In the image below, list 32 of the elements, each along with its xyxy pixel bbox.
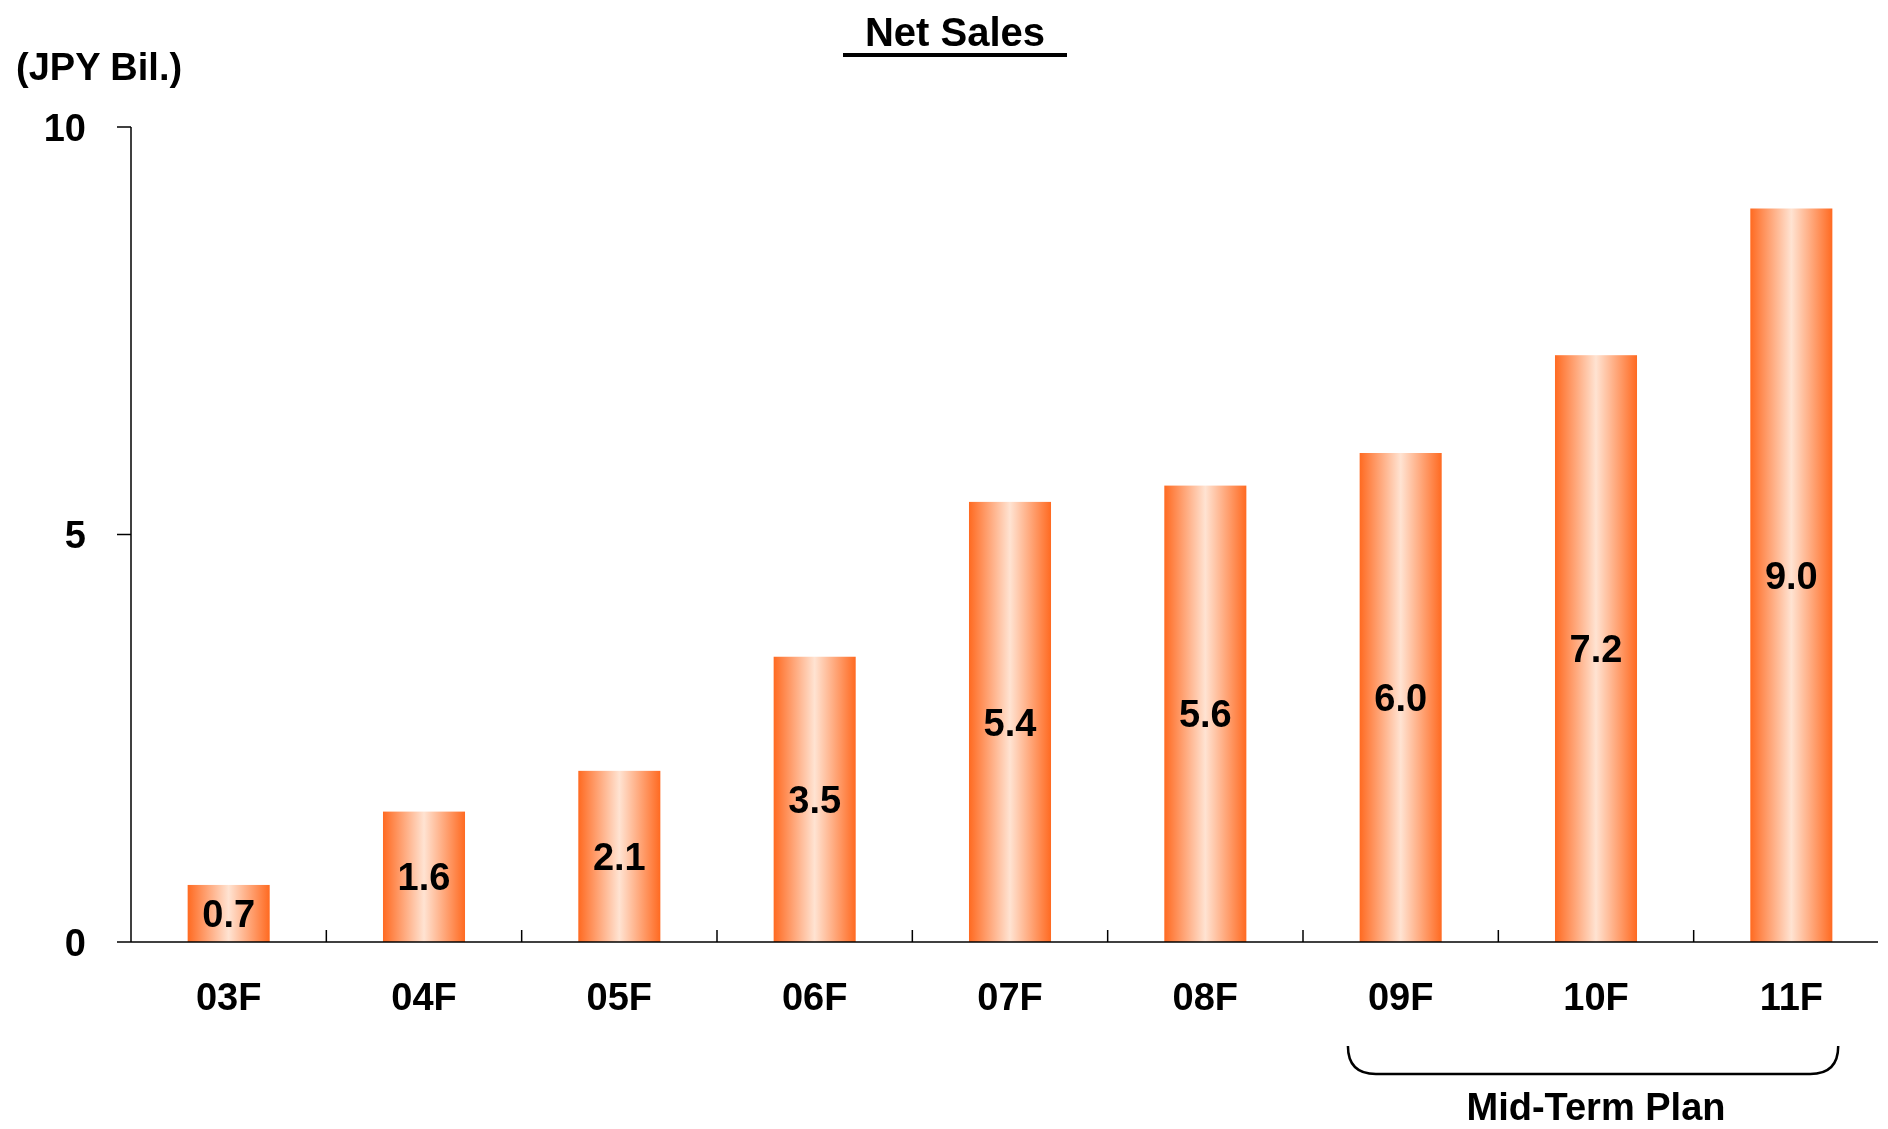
chart-title: Net Sales bbox=[864, 10, 1046, 54]
x-tick-label: 07F bbox=[977, 976, 1043, 1018]
x-tick-label: 06F bbox=[781, 976, 848, 1018]
data-label: 1.6 bbox=[397, 856, 451, 899]
bar bbox=[1164, 485, 1247, 942]
data-label: 5.4 bbox=[983, 701, 1037, 744]
x-tick-label: 03F bbox=[195, 976, 262, 1018]
data-label: 0.7 bbox=[202, 893, 256, 936]
x-tick-label: 08F bbox=[1172, 976, 1239, 1018]
bar bbox=[382, 811, 466, 942]
x-tick-label: 04F bbox=[391, 976, 457, 1018]
data-label: 2.1 bbox=[592, 836, 646, 879]
y-tick-label: 0 bbox=[64, 921, 86, 964]
bar bbox=[1359, 453, 1442, 942]
bar bbox=[773, 656, 856, 942]
y-axis-title: (JPY Bil.) bbox=[16, 46, 183, 88]
data-label: 6.0 bbox=[1374, 677, 1428, 720]
bar bbox=[968, 501, 1052, 942]
bar bbox=[1750, 208, 1833, 942]
text: Mid-Term Plan bbox=[1466, 1086, 1726, 1128]
y-tick-label: 5 bbox=[64, 514, 86, 557]
x-tick-label: 10F bbox=[1563, 976, 1629, 1018]
data-label: 5.6 bbox=[1178, 693, 1232, 736]
x-tick-label: 05F bbox=[586, 976, 653, 1018]
x-tick-label: 11F bbox=[1759, 976, 1824, 1018]
data-label: 7.2 bbox=[1569, 628, 1623, 671]
x-tick-label: 09F bbox=[1367, 976, 1434, 1018]
bar bbox=[578, 770, 661, 942]
bar bbox=[1554, 355, 1638, 942]
data-label: 9.0 bbox=[1764, 554, 1818, 597]
y-tick-label: 10 bbox=[43, 106, 86, 149]
data-label: 3.5 bbox=[788, 779, 842, 822]
